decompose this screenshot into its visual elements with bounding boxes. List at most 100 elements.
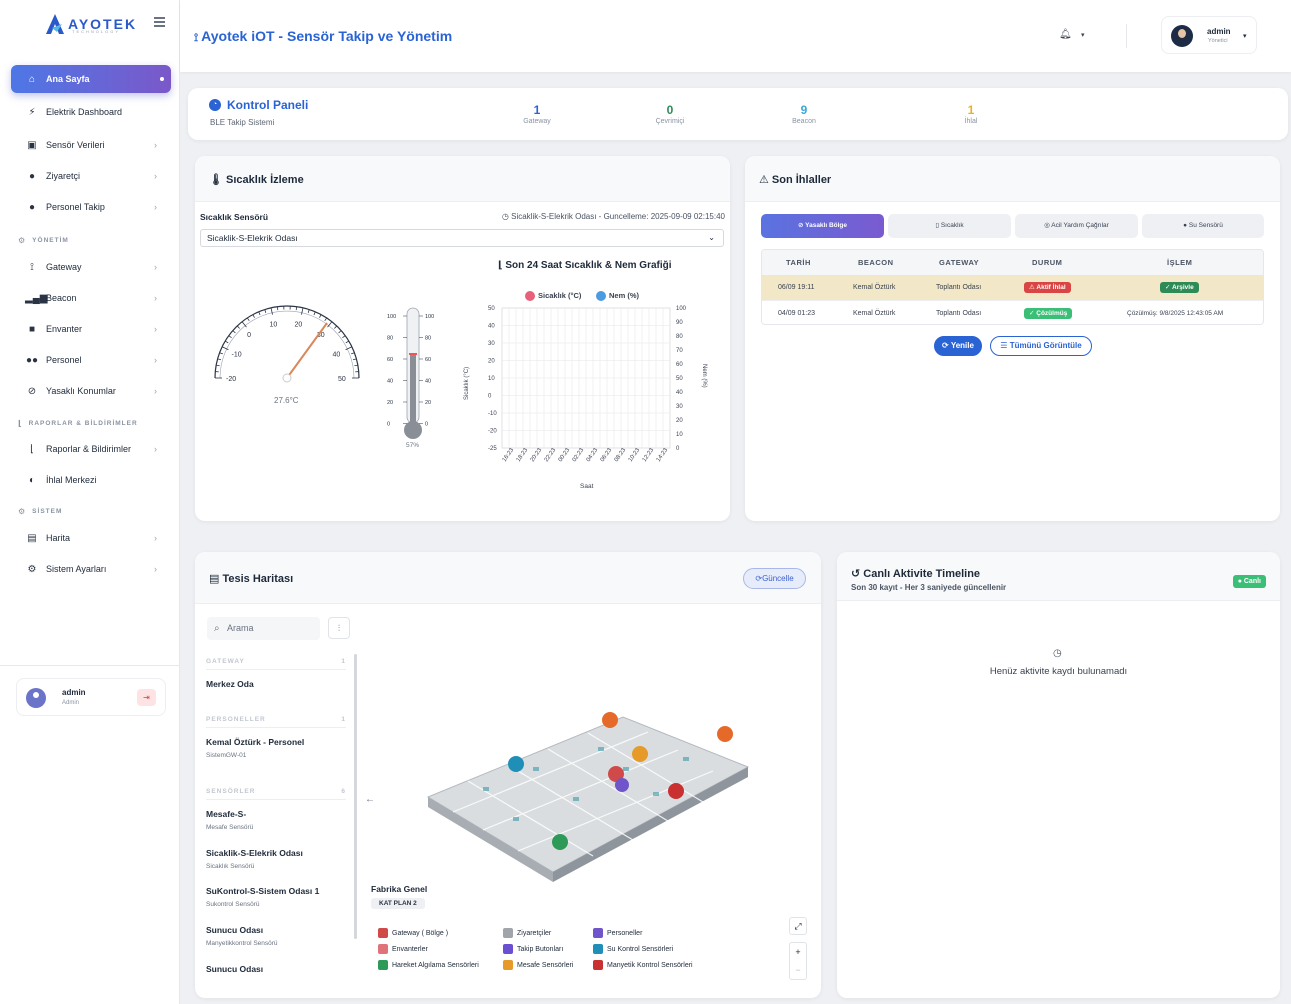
y-tick-label: -20 [488,429,497,435]
list-item[interactable]: Sunucu Odası [206,925,264,935]
tab-yasakli-bolge[interactable]: ⊘ Yasaklı Bölge [761,214,884,238]
sidebar-item-label: Sensör Verileri [46,140,105,150]
device-list: GATEWAY 1 Merkez Oda PERSONELLER 1 Kemal Ö… [195,648,355,988]
table-row[interactable]: 04/09 01:23 Kemal Öztürk Toplantı Odası … [762,300,1263,324]
chevron-down-icon[interactable]: ▾ [1081,32,1085,39]
sidebar-item-gateway[interactable]: ⟟ Gateway › [11,254,171,280]
sidebar-item-personel[interactable]: ●● Personel › [11,347,171,373]
update-button[interactable]: ⟳Güncelle [743,568,806,589]
sidebar-item-raporlar[interactable]: ⌊ Raporlar & Bildirimler › [11,436,171,462]
tab-sicaklik[interactable]: ▯ Sıcaklık [888,214,1011,238]
thermo-tick-label-right: 40 [425,379,431,385]
status-badge: ⚠ Aktif İhlal [1024,282,1071,293]
x-tick-label: 06:23 [600,447,614,463]
legend-label: Gateway ( Bölge ) [392,929,449,937]
logout-icon[interactable]: ⇥ [137,689,156,706]
sidebar-item-harita[interactable]: ▤ Harita › [11,525,171,551]
list-icon: ☰ [1000,341,1010,350]
floor-plan-map[interactable] [423,707,753,887]
list-item[interactable]: SuKontrol-S-Sistem Odası 1 [206,886,320,896]
refresh-button[interactable]: ⟳ Yenile [934,336,982,356]
chip-icon: ▣ [27,139,37,151]
archive-button[interactable]: ✓ Arşivle [1160,282,1199,293]
legend-label: Hareket Algılama Sensörleri [392,961,479,969]
user-menu[interactable]: admin Yönetici ▾ [1161,16,1257,54]
gauge-tick [228,335,232,339]
zoom-out-icon[interactable]: − [795,965,801,975]
card-title-text: Canlı Aktivite Timeline [863,568,981,580]
sensor-select-value: Sicaklik-S-Elekrik Odası [207,233,298,243]
sensor-select[interactable]: Sicaklik-S-Elekrik Odası ⌄ [200,229,724,247]
violation-tabs: ⊘ Yasaklı Bölge ▯ Sıcaklık ◎ Acil Yardım… [761,214,1264,238]
list-item-sub: SistemGW-01 [206,752,247,759]
sidebar-item-label: Harita [46,533,71,543]
gauge-tick [319,314,322,318]
sidebar: AYOTEK TECHNOLOGY ⌂ Ana Sayfa ⚡ Elektrik… [0,0,180,1004]
gauge-tick [217,358,222,361]
stat-beacon: 9 Beacon [764,103,844,125]
view-all-button[interactable]: ☰ Tümünü Görüntüle [990,336,1092,356]
legend-swatch-temperature [525,291,535,301]
zoom-in-icon[interactable]: + [795,947,801,957]
sidebar-item-sistem-ayarlari[interactable]: ⚙ Sistem Ayarları › [11,556,171,582]
nav-section-label: YÖNETİM [32,237,69,244]
gauge-tick [313,311,316,316]
fullscreen-icon[interactable]: ⤢ [789,917,807,935]
x-tick-label: 04:23 [586,447,600,463]
list-item-sub: Manyetikkontrol Sensörü [206,940,278,947]
bell-icon[interactable]: 🔔︎ [1059,29,1072,40]
list-item[interactable]: Kemal Öztürk - Personel [206,737,305,747]
stat-label: Beacon [792,118,816,125]
stat-gateway: 1 Gateway [497,103,577,125]
sidebar-item-ziyaretci[interactable]: ● Ziyaretçi › [11,163,171,189]
sidebar-item-beacon[interactable]: ▂▄▆ Beacon › [11,285,171,311]
sidebar-item-ihlal-merkezi[interactable]: ◐ İhlal Merkezi [11,467,171,493]
gauge-tick [216,364,220,367]
sliders-icon: ⫶ [337,623,341,633]
gauge-tick [342,335,346,339]
map-icon: ▤ [27,532,37,544]
search-input[interactable]: ⌕ Arama [207,617,320,640]
y-tick-label: 20 [488,359,495,365]
sidebar-item-ana-sayfa[interactable]: ⌂ Ana Sayfa [11,65,171,93]
chevron-right-icon: › [154,202,157,212]
row-date: 04/09 01:23 [778,310,815,317]
list-scrollbar[interactable] [354,654,357,939]
legend-label: Mesafe Sensörleri [517,961,574,969]
nav-section-label: RAPORLAR & BİLDİRİMLER [28,420,138,427]
chevron-right-icon: › [154,324,157,334]
arrow-left-icon[interactable]: ← [365,794,375,805]
sidebar-item-sensor-verileri[interactable]: ▣ Sensör Verileri › [11,132,171,158]
sidebar-user-role: Admin [62,700,80,706]
menu-toggle-icon[interactable] [154,17,165,27]
stat-value: 0 [666,103,674,117]
section-label: SENSÖRLER [206,788,256,795]
gauge-tick [219,352,224,355]
table-row[interactable]: 06/09 19:11 Kemal Öztürk Toplantı Odası … [762,275,1263,300]
sidebar-item-label: Personel [46,355,82,365]
gauge-tick [264,309,267,313]
chevron-right-icon: › [154,444,157,454]
list-item[interactable]: Sunucu Odası [206,964,264,974]
list-item[interactable]: Sicaklik-S-Elekrik Odası [206,848,303,858]
gauge-tick-label: 30 [317,332,325,339]
sidebar-item-elektrik-dashboard[interactable]: ⚡ Elektrik Dashboard [11,99,171,125]
list-item[interactable]: Mesafe-S- [206,809,247,819]
list-item[interactable]: Merkez Oda [206,679,254,689]
sidebar-item-envanter[interactable]: ■ Envanter › [11,316,171,342]
filter-button[interactable]: ⫶ [328,617,350,639]
sidebar-item-personel-takip[interactable]: ● Personel Takip › [11,194,171,220]
card-header: ↺ Canlı Aktivite Timeline Son 30 kayıt -… [837,552,1280,601]
legend-label: Ziyaretçiler [517,929,552,937]
refresh-icon: ⟳ [942,341,951,350]
sidebar-item-label: Ziyaretçi [46,171,81,181]
chevron-right-icon: › [154,171,157,181]
legend-item: Envanterler [378,944,428,954]
thermo-tick-label-left: 0 [387,422,390,428]
tab-acil-yardim[interactable]: ◎ Acil Yardım Çağrılar [1015,214,1138,238]
sidebar-item-yasakli-konumlar[interactable]: ⊘ Yasaklı Konumlar › [11,378,171,404]
brand-logo[interactable]: AYOTEK [44,12,137,36]
gauge-tick [232,330,236,334]
list-section-gateway: GATEWAY 1 [206,658,346,670]
tab-su-sensoru[interactable]: ● Su Sensörü [1142,214,1264,238]
